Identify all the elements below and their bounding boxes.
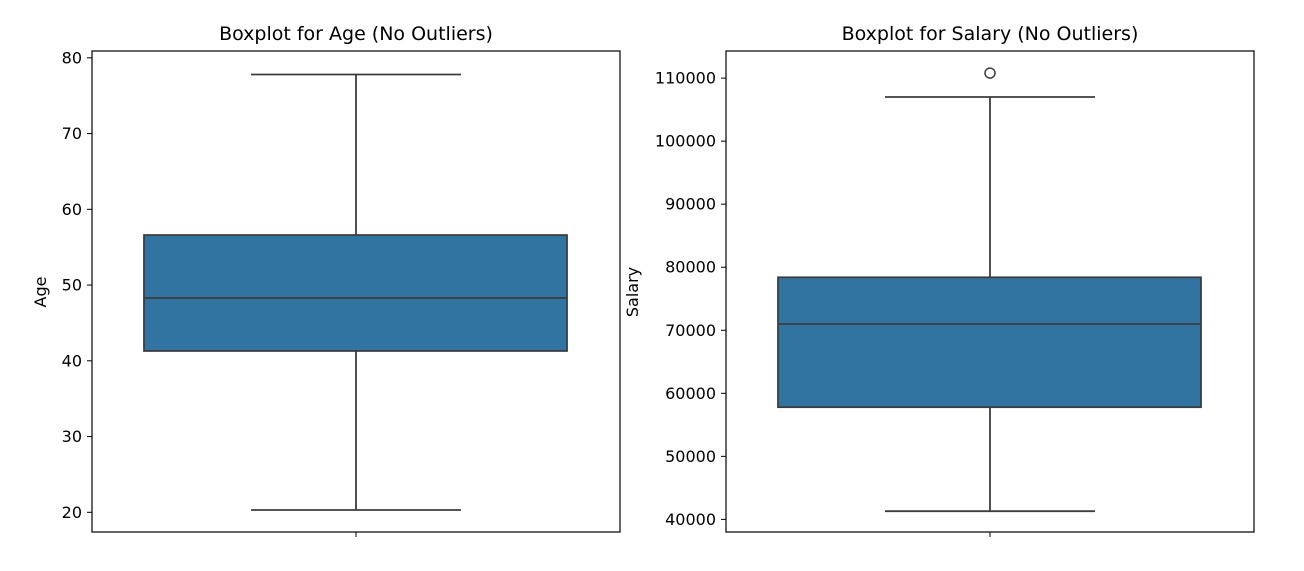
y-tick-label: 100000: [655, 132, 716, 151]
y-tick-label: 50000: [665, 447, 716, 466]
y-tick-label: 90000: [665, 195, 716, 214]
outlier-point: [984, 67, 996, 79]
y-tick-label: 70: [62, 124, 82, 143]
age-boxplot-chart: Boxplot for Age (No Outliers) Age 20 30 40…: [31, 23, 621, 537]
iqr-box: [777, 276, 1202, 409]
y-axis-label: Salary: [623, 267, 642, 317]
y-tick-label: 60: [62, 200, 82, 219]
plot-marks: [777, 67, 1202, 513]
plot-frame: [725, 50, 1255, 533]
y-axis-ticks: 20 30 40 50 60 70 80: [62, 48, 357, 537]
y-tick-label: 70000: [665, 321, 716, 340]
y-tick-label: 40000: [665, 510, 716, 529]
chart-title: Boxplot for Salary (No Outliers): [842, 23, 1139, 45]
iqr-box: [143, 234, 568, 352]
y-axis-label: Age: [31, 277, 50, 308]
y-tick-label: 20: [62, 503, 82, 522]
y-tick-label: 40: [62, 351, 82, 370]
y-tick-label: 80000: [665, 258, 716, 277]
y-tick-label: 110000: [655, 69, 716, 88]
y-tick-label: 50: [62, 276, 82, 295]
y-tick-label: 60000: [665, 384, 716, 403]
plot-frame: [91, 50, 621, 533]
y-axis-ticks: 40000 50000 60000 70000 80000 90000 100000 1100…: [655, 69, 991, 537]
chart-title: Boxplot for Age (No Outliers): [219, 23, 493, 45]
salary-boxplot-chart: Boxplot for Salary (No Outliers) Salary …: [623, 23, 1255, 537]
plot-marks: [143, 73, 568, 511]
y-tick-label: 80: [62, 48, 82, 67]
y-tick-label: 30: [62, 427, 82, 446]
